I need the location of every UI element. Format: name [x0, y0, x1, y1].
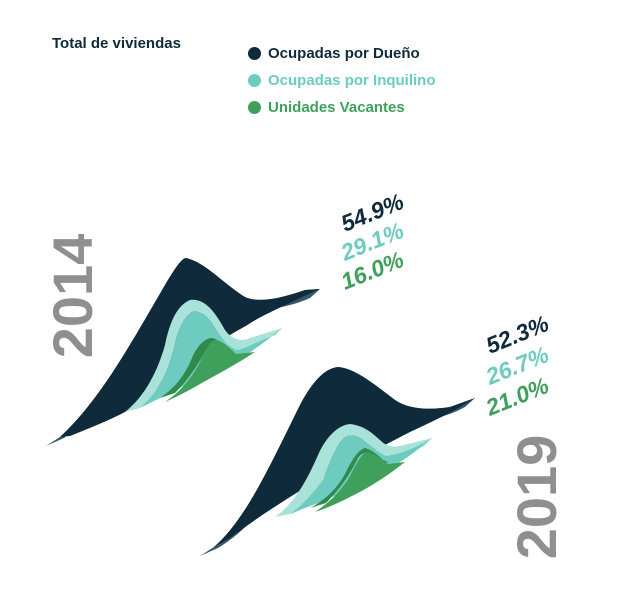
- legend-item-owner: Ocupadas por Dueño: [248, 35, 436, 71]
- area-side-renter-2014: [125, 299, 282, 412]
- legend-item-vacant: Unidades Vacantes: [248, 89, 436, 125]
- area-vacant-2019: [315, 452, 405, 512]
- panel-2014: 54.9%29.1%16.0%: [46, 188, 407, 446]
- panel-2019: 52.3%26.7%21.0%: [200, 310, 552, 556]
- legend-label-owner: Ocupadas por Dueño: [268, 44, 420, 62]
- legend-swatch-vacant: [248, 100, 261, 114]
- year-label-2014: 2014: [41, 234, 104, 359]
- legend-label-renter: Ocupadas por Inquilino: [268, 71, 436, 89]
- legend-label-vacant: Unidades Vacantes: [268, 98, 405, 116]
- year-label-2019: 2019: [505, 435, 568, 560]
- legend-swatch-owner: [248, 46, 261, 60]
- legend-swatch-renter: [248, 73, 261, 87]
- legend: Ocupadas por Dueño Ocupadas por Inquilin…: [248, 35, 436, 125]
- area-vacant-2014: [165, 340, 255, 402]
- area-side-vacant-2014: [160, 338, 238, 398]
- chart-title: Total de viviendas: [52, 35, 181, 52]
- legend-item-renter: Ocupadas por Inquilino: [248, 62, 436, 98]
- area-side-renter-2019: [275, 424, 432, 517]
